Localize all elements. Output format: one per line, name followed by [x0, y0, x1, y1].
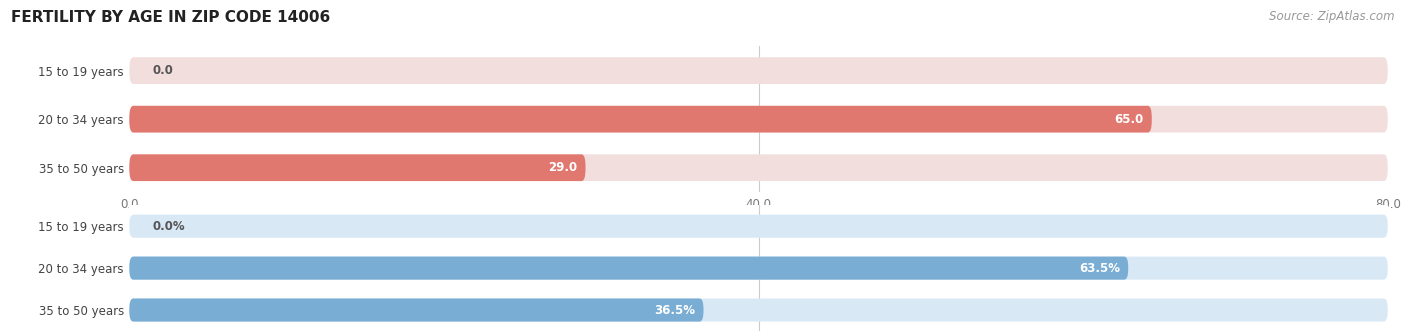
FancyBboxPatch shape [129, 106, 1152, 132]
Text: 36.5%: 36.5% [655, 304, 696, 316]
Text: 0.0: 0.0 [153, 64, 174, 77]
FancyBboxPatch shape [129, 215, 1388, 238]
FancyBboxPatch shape [129, 257, 1388, 280]
Text: Source: ZipAtlas.com: Source: ZipAtlas.com [1270, 10, 1395, 23]
FancyBboxPatch shape [129, 154, 585, 181]
Text: 65.0: 65.0 [1115, 113, 1144, 126]
Text: FERTILITY BY AGE IN ZIP CODE 14006: FERTILITY BY AGE IN ZIP CODE 14006 [11, 10, 330, 25]
Text: 29.0: 29.0 [548, 161, 578, 174]
Text: 63.5%: 63.5% [1080, 261, 1121, 275]
FancyBboxPatch shape [129, 299, 703, 322]
FancyBboxPatch shape [129, 299, 1388, 322]
FancyBboxPatch shape [129, 154, 1388, 181]
FancyBboxPatch shape [129, 57, 1388, 84]
FancyBboxPatch shape [129, 106, 1388, 132]
FancyBboxPatch shape [129, 257, 1128, 280]
Text: 0.0%: 0.0% [153, 220, 186, 233]
